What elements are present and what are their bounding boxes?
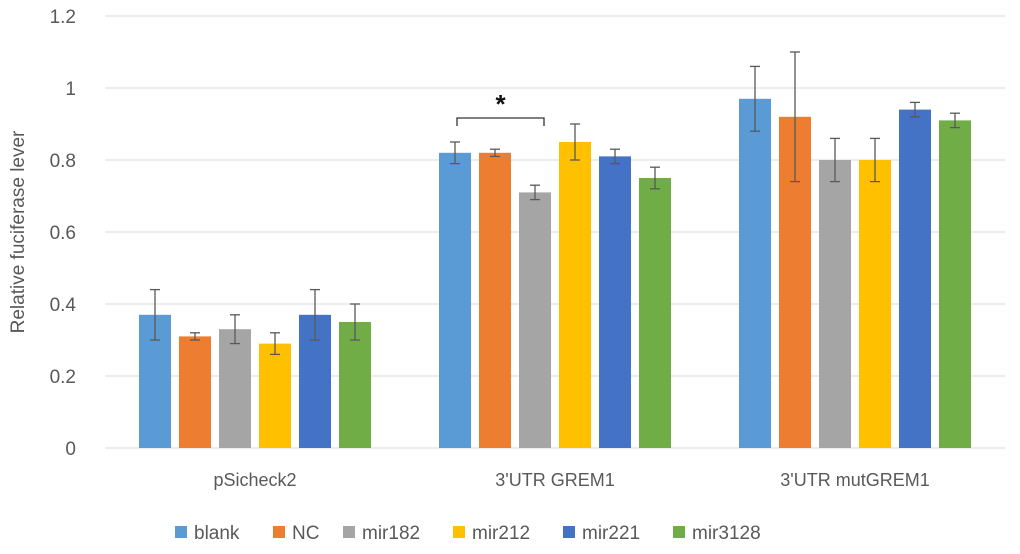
legend-swatch-mir221 — [563, 526, 575, 538]
bar-blank — [739, 98, 771, 449]
bar-NC — [479, 152, 511, 449]
legend-swatch-mir3128 — [673, 526, 685, 538]
legend-swatch-blank — [175, 526, 187, 538]
x-tick-label: 3'UTR mutGREM1 — [780, 470, 929, 490]
annotations: * — [456, 89, 545, 126]
bar-mir182 — [519, 192, 551, 448]
y-tick-label: 0.8 — [50, 151, 76, 172]
bar-mir182 — [219, 329, 251, 448]
y-axis-label: Relative fuciferase lever — [8, 130, 29, 333]
significance-bracket — [456, 117, 545, 126]
bar-mir3128 — [339, 322, 371, 448]
x-axis-ticks: pSicheck2 3'UTR GREM1 3'UTR mutGREM1 — [213, 470, 929, 490]
x-tick-label: 3'UTR GREM1 — [495, 470, 614, 490]
legend-label: mir182 — [362, 523, 420, 544]
legend-label: mir221 — [582, 523, 640, 544]
x-tick-label: pSicheck2 — [213, 470, 296, 490]
y-tick-label: 0.6 — [50, 223, 76, 244]
y-tick-label: 1.2 — [50, 7, 76, 28]
y-tick-label: 0.2 — [50, 367, 76, 388]
bar-mir3128 — [639, 178, 671, 448]
legend-swatch-mir182 — [343, 526, 355, 538]
bar-NC — [179, 336, 211, 448]
significance-star: * — [495, 89, 506, 119]
y-axis-ticks: 0 0.2 0.4 0.6 0.8 1 1.2 — [50, 7, 77, 460]
y-tick-label: 0 — [65, 439, 76, 460]
legend-label: NC — [292, 523, 319, 544]
legend: blank NC mir182 mir212 mir221 mir3128 — [175, 523, 761, 544]
legend-swatch-mir212 — [453, 526, 465, 538]
bar-mir3128 — [939, 120, 971, 449]
legend-label: mir212 — [472, 523, 530, 544]
legend-label: blank — [194, 523, 240, 544]
legend-label: mir3128 — [692, 523, 761, 544]
legend-swatch-NC — [273, 526, 285, 538]
bar-mir212 — [259, 343, 291, 448]
bar-mir221 — [899, 109, 931, 448]
bar-mir221 — [599, 156, 631, 448]
y-tick-label: 0.4 — [50, 295, 77, 316]
bar-mir212 — [859, 160, 891, 448]
bar-blank — [439, 152, 471, 449]
bar-mir212 — [559, 142, 591, 448]
gridlines — [105, 15, 1005, 449]
y-tick-label: 1 — [65, 79, 76, 100]
bar-mir182 — [819, 160, 851, 448]
bars — [139, 51, 971, 449]
